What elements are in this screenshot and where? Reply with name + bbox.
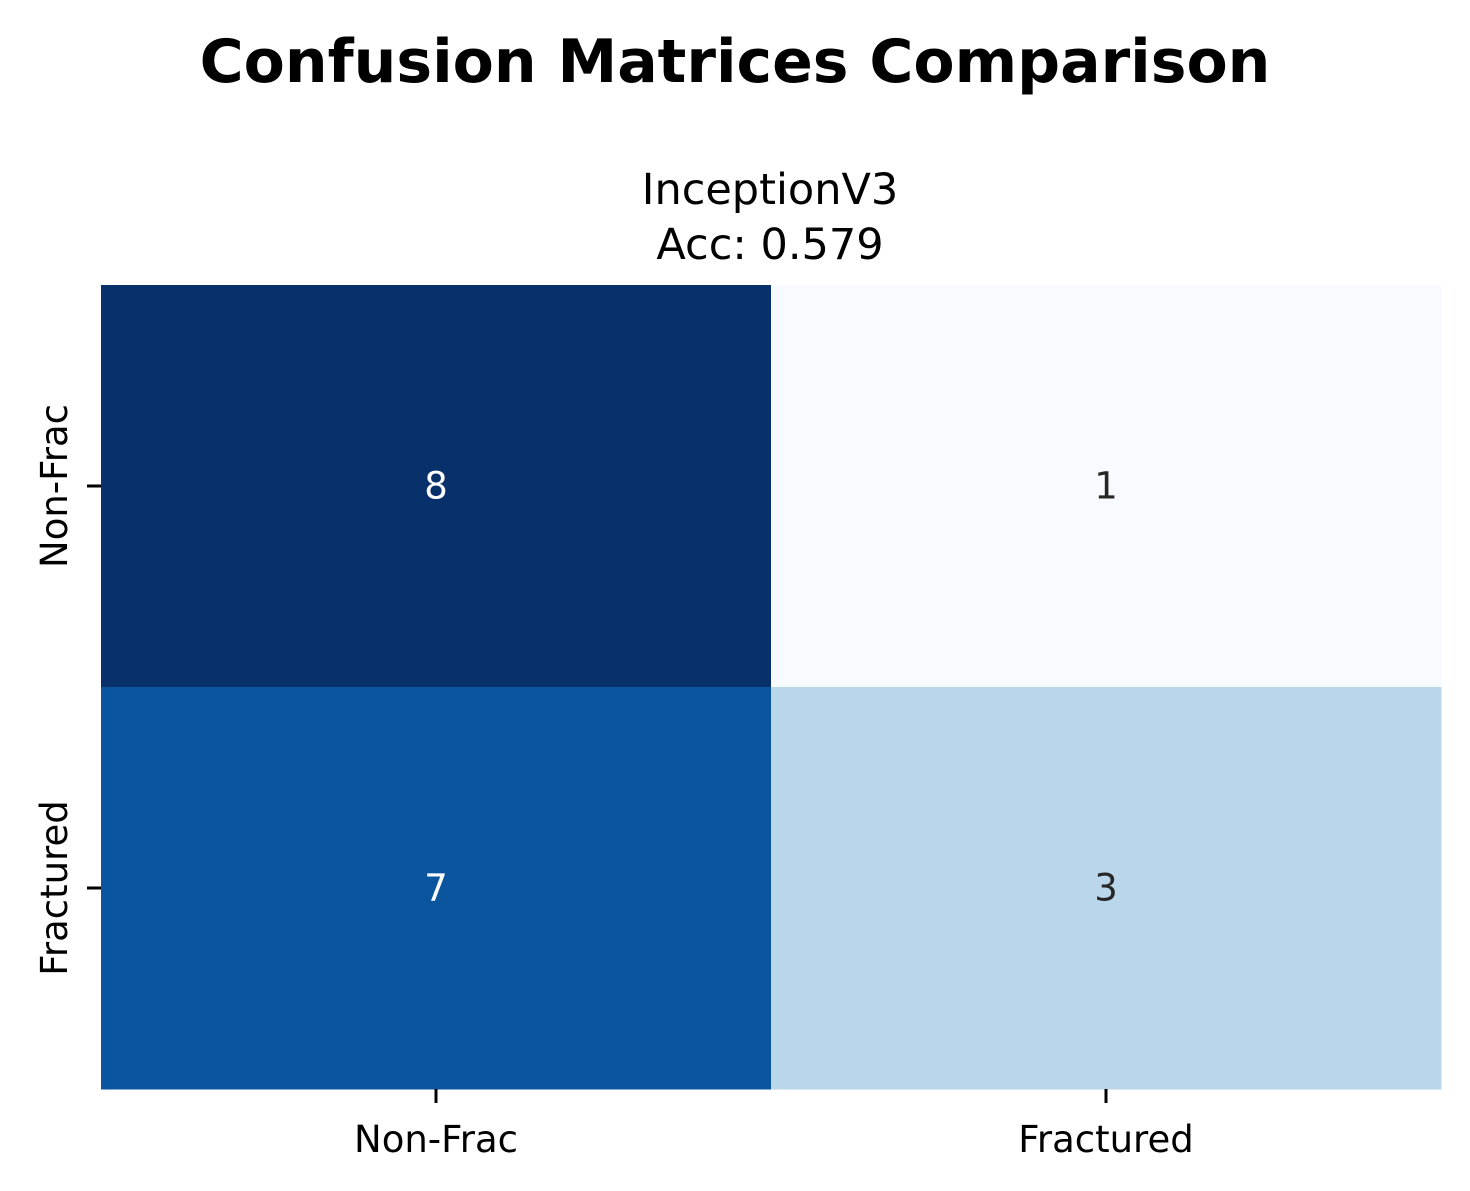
heatmap-plot: 8 1 7 3 Non-Frac Fractured Non-Frac Fractured: [33, 285, 1442, 1161]
cell-value-label-r0-c1: 1: [1094, 465, 1118, 508]
y-tick-label-0: Non-Frac: [33, 404, 76, 568]
x-tick-label-1: Fractured: [1018, 1118, 1193, 1161]
cell-value-label-r1-c1: 3: [1094, 867, 1118, 910]
figure-title: Confusion Matrices Comparison: [200, 27, 1271, 97]
heatmap-cell-r1-c0: [101, 687, 772, 1090]
cell-value-label-r0-c0: 8: [424, 465, 448, 508]
heatmap-cell-r1-c1: [771, 687, 1442, 1090]
y-tick-label-1: Fractured: [33, 800, 76, 975]
chart-title-model: InceptionV3: [642, 165, 898, 215]
cell-value-label-r1-c0: 7: [424, 867, 448, 910]
heatmap-cell-r0-c1: [771, 285, 1442, 688]
chart-title-accuracy: Acc: 0.579: [656, 220, 883, 270]
x-tick-label-0: Non-Frac: [354, 1118, 518, 1161]
heatmap-cell-r0-c0: [101, 285, 772, 688]
